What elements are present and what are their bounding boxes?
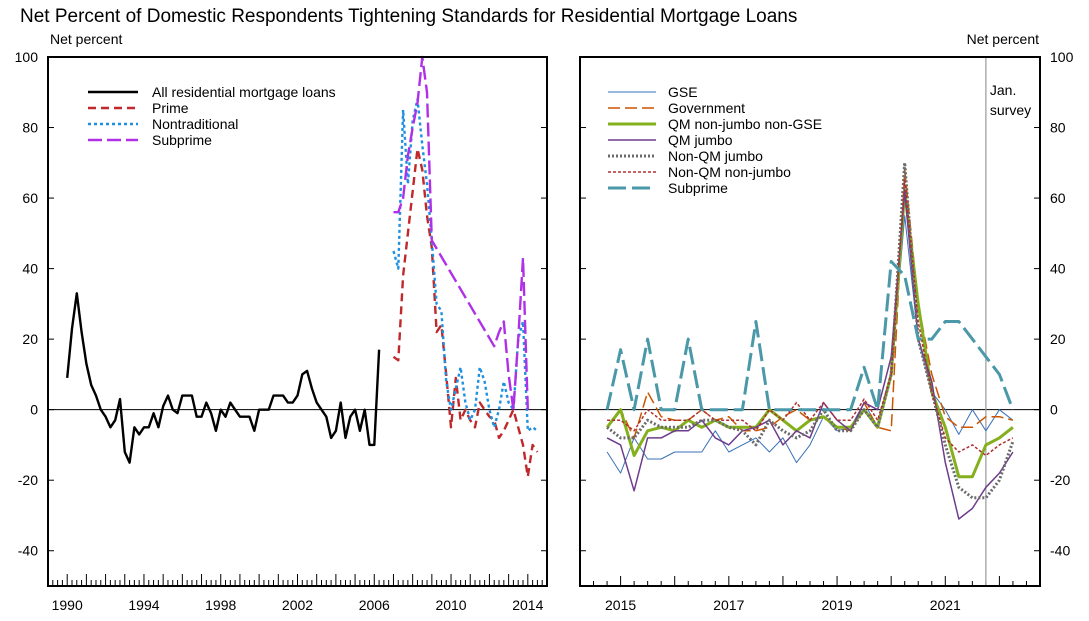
x-tick-label: 2006 xyxy=(359,597,390,613)
x-tick-label: 2015 xyxy=(605,597,636,613)
y-tick-label: 40 xyxy=(1050,261,1066,277)
y-tick-label: 60 xyxy=(1050,190,1066,206)
x-tick-label: 2021 xyxy=(930,597,961,613)
y-tick-label: 20 xyxy=(1050,331,1066,347)
y-tick-label: 0 xyxy=(1050,402,1058,418)
x-tick-label: 2019 xyxy=(821,597,852,613)
x-tick-label: 2010 xyxy=(435,597,466,613)
series-line xyxy=(606,161,1015,500)
x-tick-label: 2017 xyxy=(713,597,744,613)
series-line xyxy=(392,147,539,478)
y-tick-label: 100 xyxy=(15,49,39,65)
y-tick-label: 60 xyxy=(22,190,38,206)
chart-panel: -40 -20 0 20 40 60 80 100 2015 2017 2019 2021 Jan. su… xyxy=(579,49,1074,613)
legend-label: Prime xyxy=(152,100,189,116)
y-tick-label: 100 xyxy=(1050,49,1074,65)
x-tick-label: 1998 xyxy=(205,597,236,613)
y-tick-label: 0 xyxy=(30,402,38,418)
x-tick-label: 1994 xyxy=(128,597,159,613)
y-tick-label: 80 xyxy=(22,120,38,136)
plot-frame xyxy=(579,56,1041,587)
x-tick-label: 2002 xyxy=(282,597,313,613)
y-tick-label: -20 xyxy=(18,472,38,488)
left-unit-label: Net percent xyxy=(50,31,122,47)
legend-label: Government xyxy=(668,100,745,116)
series-line xyxy=(606,169,1014,439)
series-line xyxy=(607,179,1014,457)
y-tick-label: 80 xyxy=(1050,120,1066,136)
legend-label: Subprime xyxy=(152,132,212,148)
legend-label: QM jumbo xyxy=(668,132,733,148)
legend-label: Nontraditional xyxy=(152,116,238,132)
legend-label: QM non-jumbo non-GSE xyxy=(668,116,822,132)
y-tick-label: -40 xyxy=(1050,543,1070,559)
right-unit-label: Net percent xyxy=(967,31,1039,47)
y-tick-label: -40 xyxy=(18,543,38,559)
series-line xyxy=(393,55,529,411)
x-tick-label: 1990 xyxy=(52,597,83,613)
plot-frame xyxy=(47,56,548,587)
y-tick-label: -20 xyxy=(1050,472,1070,488)
series-line xyxy=(606,215,1014,474)
chart-title: Net Percent of Domestic Respondents Tigh… xyxy=(20,6,798,27)
survey-note: survey xyxy=(990,102,1031,118)
y-tick-label: 20 xyxy=(22,331,38,347)
y-tick-label: 40 xyxy=(22,261,38,277)
legend-label: Non-QM non-jumbo xyxy=(668,164,791,180)
legend-label: All residential mortgage loans xyxy=(152,84,336,100)
legend-label: GSE xyxy=(668,84,698,100)
survey-note: Jan. xyxy=(990,82,1016,98)
series-line xyxy=(606,190,1014,520)
series-line xyxy=(66,292,381,464)
x-tick-label: 2014 xyxy=(512,597,543,613)
series-line xyxy=(605,260,1015,412)
chart-panel: -40 -20 0 20 40 60 80 100 1990 1994 1998 2002 2006 20… xyxy=(15,49,548,613)
legend-label: Non-QM jumbo xyxy=(668,148,763,164)
legend-label: Subprime xyxy=(668,180,728,196)
